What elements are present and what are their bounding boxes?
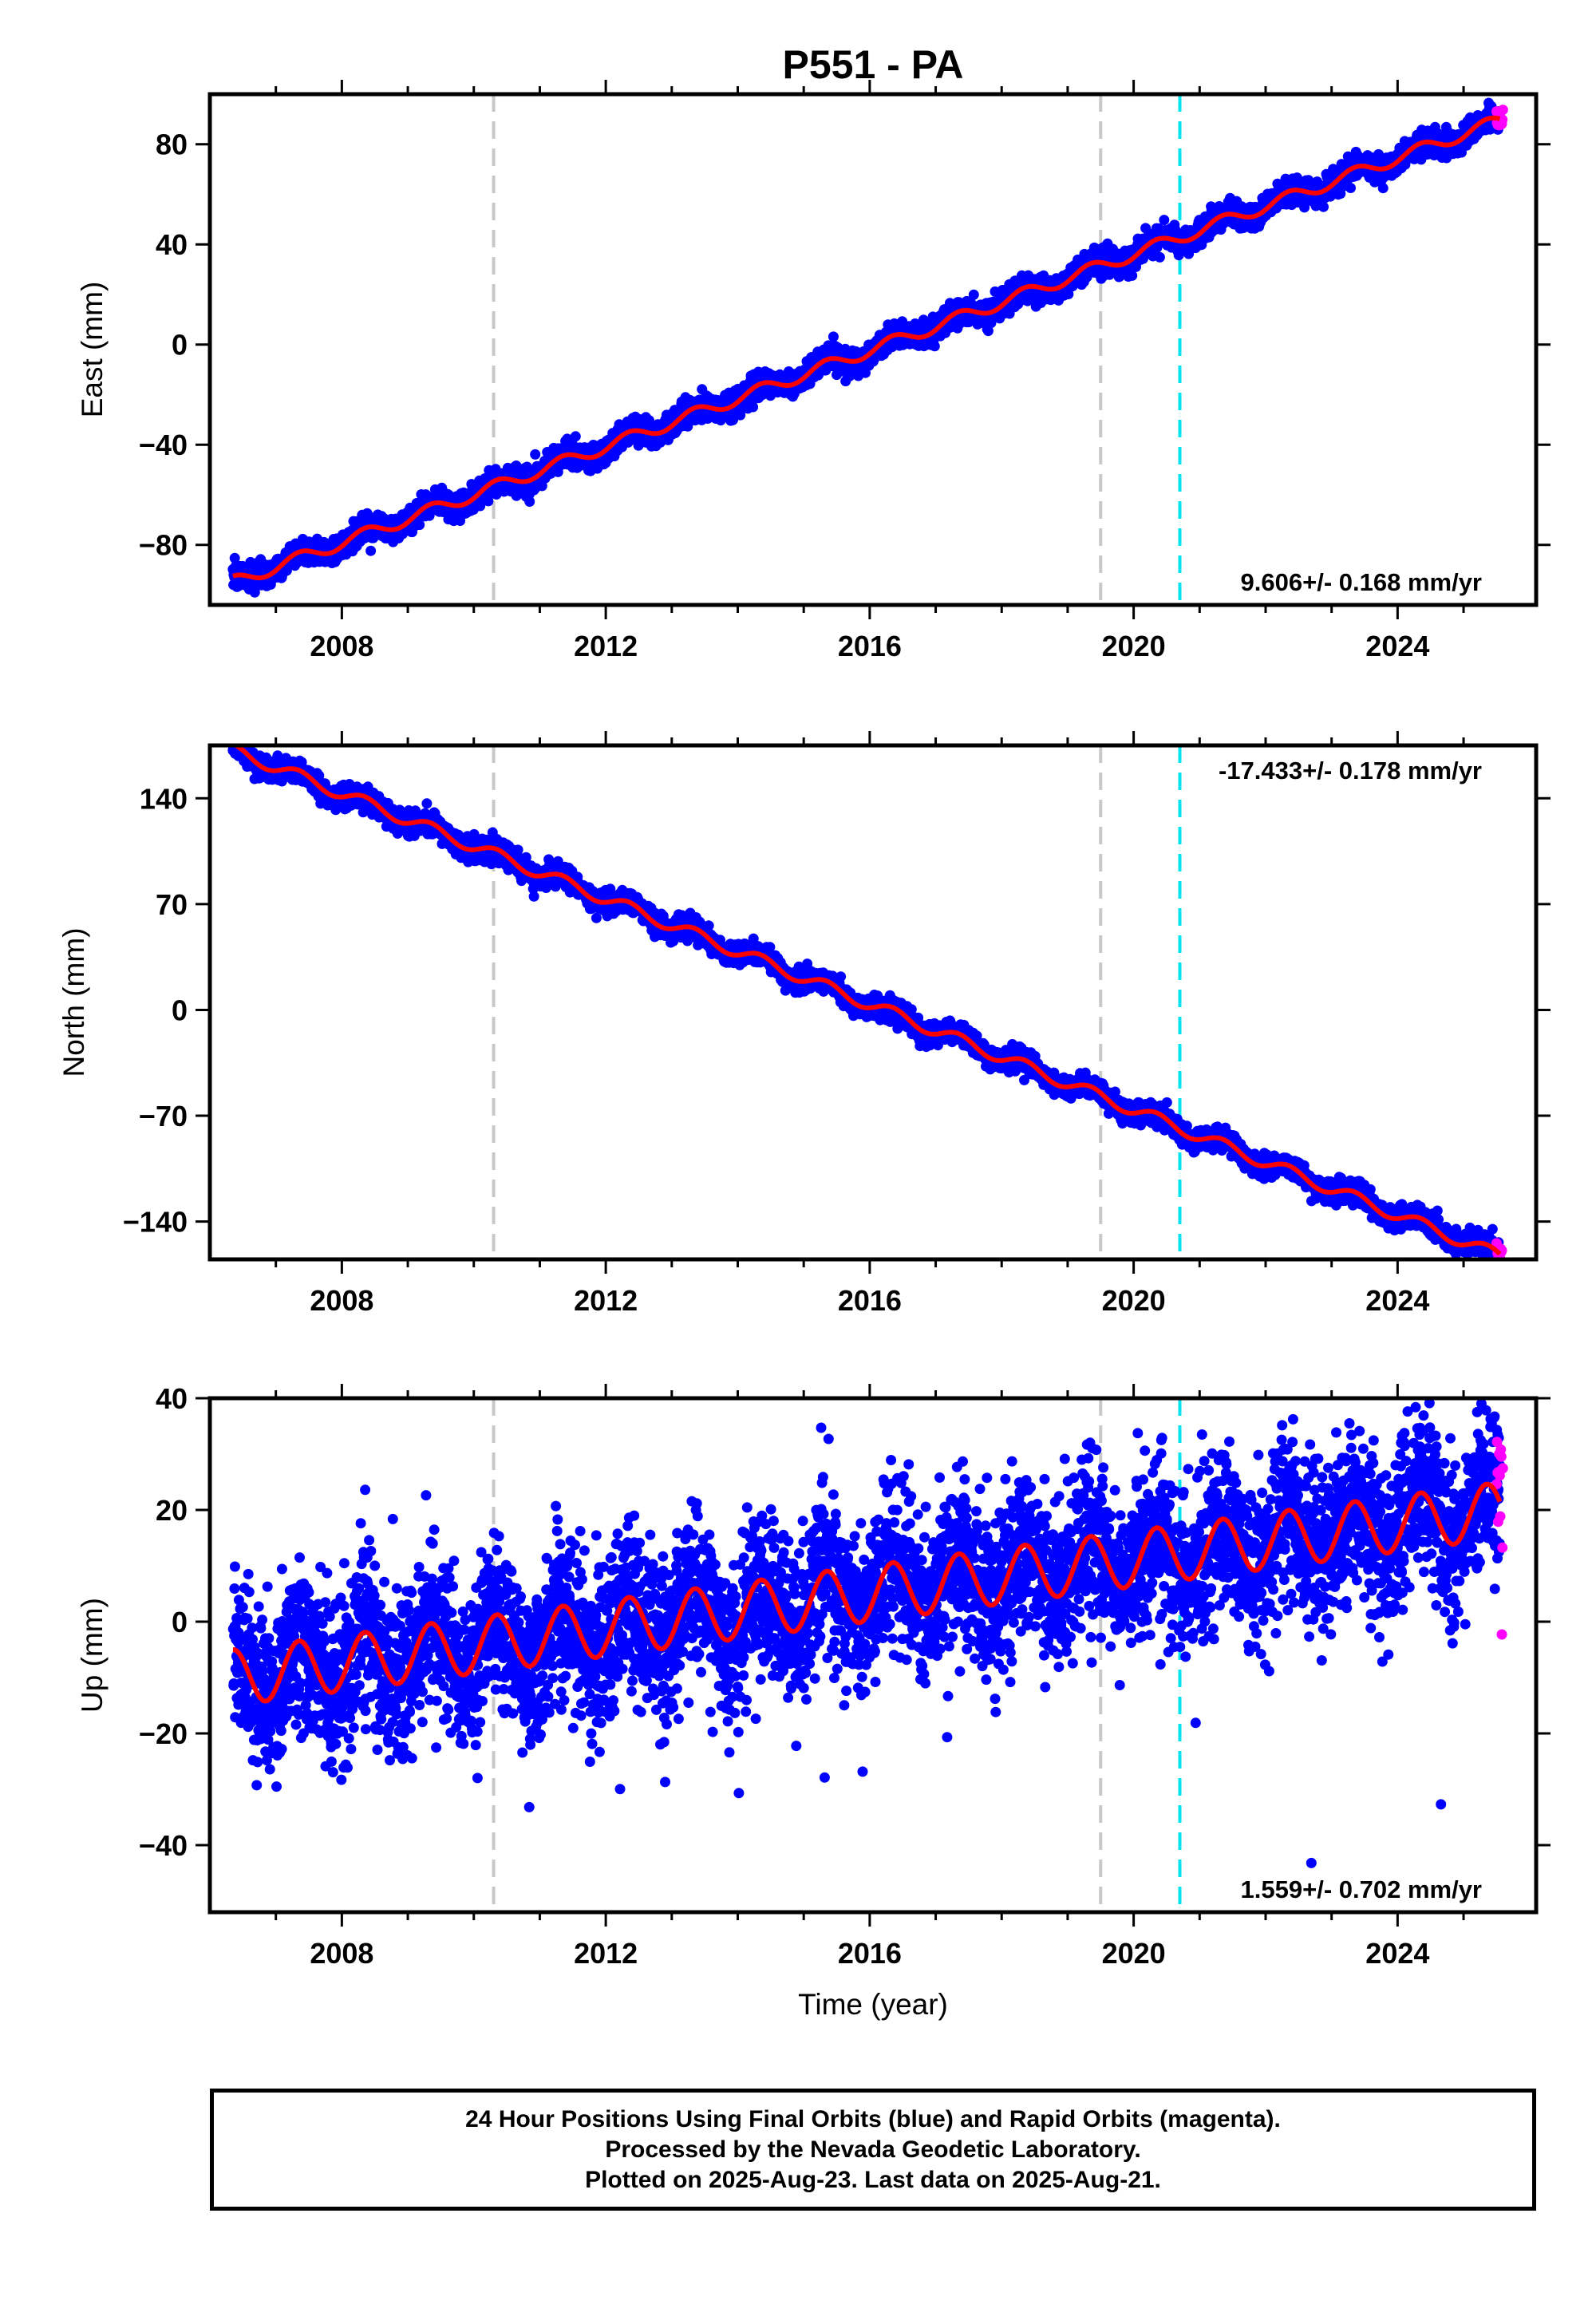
velocity-rate-label: 9.606+/- 0.168 mm/yr <box>1241 568 1482 596</box>
data-point <box>249 587 260 598</box>
data-point <box>968 289 979 300</box>
y-axis-label: East (mm) <box>76 282 109 418</box>
data-point <box>236 732 247 742</box>
y-tick-label: 80 <box>156 128 188 161</box>
final-orbit-points <box>227 726 1505 1259</box>
data-point <box>524 496 535 507</box>
data-point <box>233 726 243 737</box>
final-orbit-points <box>227 97 1505 598</box>
panel-east: 2008 2012 2016 2020 2024 −80 −40 0 40 80 East (mm)… <box>76 80 1551 662</box>
x-tick-label: 2012 <box>574 630 638 662</box>
y-tick-label: −40 <box>139 429 188 461</box>
rapid-data-point <box>1497 105 1508 116</box>
data-point <box>231 727 241 737</box>
data-point <box>1345 183 1356 193</box>
x-tick-label: 2024 <box>1365 630 1429 662</box>
y-tick-label: −80 <box>139 529 188 562</box>
panels-group: 2008 2012 2016 2020 2024 −80 −40 0 40 80 East (mm)… <box>57 80 1551 2021</box>
x-tick-label: 2016 <box>838 630 902 662</box>
x-tick-label: 2020 <box>1102 630 1166 662</box>
data-point <box>828 331 839 342</box>
data-point <box>414 520 425 531</box>
data-point <box>1377 183 1389 194</box>
data-point <box>365 545 377 556</box>
data-point <box>570 431 581 442</box>
figure-title: P551 - PA <box>783 42 964 87</box>
plot-area <box>227 94 1508 605</box>
data-point <box>1159 215 1170 226</box>
data-point <box>1318 201 1329 212</box>
plot-area <box>227 726 1507 1259</box>
data-point <box>929 341 940 352</box>
data-point <box>530 449 541 460</box>
data-point <box>234 733 244 744</box>
data-point <box>483 496 494 507</box>
x-tick-label: 2008 <box>310 630 373 662</box>
y-tick-label: 40 <box>156 228 188 261</box>
data-point <box>1154 251 1165 263</box>
y-tick-label: 0 <box>172 329 188 362</box>
